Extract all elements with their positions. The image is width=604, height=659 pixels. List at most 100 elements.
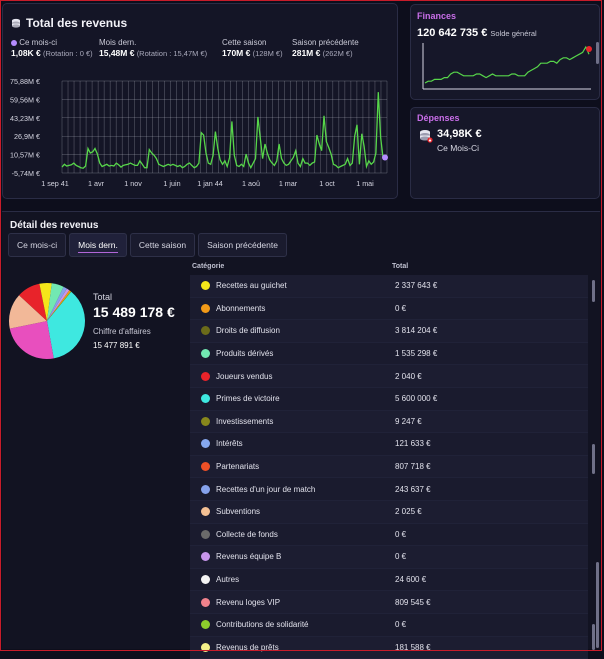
scrollbar-thumb[interactable] [592,444,595,474]
stat-previous-season: Saison précédente 281M € (262M €) [292,38,359,59]
detail-title: Détail des revenus [10,220,98,231]
y-tick-label: 10,57M € [10,151,40,160]
category-color-dot [201,485,210,494]
category-total: 5 600 000 € [395,394,437,403]
y-tick-label: 26,9M € [14,132,40,141]
x-tick-label: 1 avr [88,179,105,188]
page-scrollbar-thumb[interactable] [596,562,599,648]
category-total: 243 637 € [395,485,431,494]
category-name: Revenu loges VIP [216,598,280,607]
total-value: 15 489 178 € [93,304,175,320]
category-color-dot [201,643,210,652]
column-header-category[interactable]: Catégorie [192,263,224,270]
page-scrollbar-thumb[interactable] [596,42,599,64]
balance-label: Solde général [490,29,536,38]
scrollbar-thumb[interactable] [592,280,595,302]
this-month-dot [11,40,17,46]
x-tick-label: 1 oct [319,179,335,188]
table-row[interactable]: Contributions de solidarité 0 € [190,614,588,637]
tab-this-month[interactable]: Ce mois-ci [8,233,66,257]
turnover-label: Chiffre d'affaires [93,327,175,336]
stat-rotation: (Rotation : 0 €) [43,49,93,58]
tab-previous-season[interactable]: Saison précédente [198,233,287,257]
category-color-dot [201,507,210,516]
category-name: Primes de victoire [216,394,280,403]
category-total: 1 535 298 € [395,349,437,358]
revenue-line-chart: 75,88M €59,56M €43,23M €26,9M €10,57M €-… [7,74,395,192]
category-name: Abonnements [216,304,265,313]
stat-last-month: Mois dern. 15,48M € (Rotation : 15,47M €… [99,38,207,59]
revenue-panel: Total des revenus Ce mois-ci 1,08K € (Ro… [2,3,398,199]
x-tick-label: 1 aoû [242,179,260,188]
stat-label: Saison précédente [292,38,359,48]
x-tick-label: 1 juin [163,179,180,188]
table-scrollbar[interactable] [592,274,595,650]
category-name: Revenus de prêts [216,643,279,652]
category-name: Collecte de fonds [216,530,278,539]
coins-icon [11,18,21,28]
period-tabs: Ce mois-ci Mois dern. Cette saison Saiso… [8,233,287,257]
category-color-dot [201,394,210,403]
category-total: 3 814 204 € [395,326,437,335]
table-row[interactable]: Joueurs vendus 2 040 € [190,365,588,388]
tab-this-season[interactable]: Cette saison [130,233,195,257]
category-color-dot [201,349,210,358]
stat-label: Mois dern. [99,38,207,48]
category-color-dot [201,575,210,584]
category-color-dot [201,417,210,426]
category-total: 0 € [395,620,406,629]
table-row[interactable]: Intérêts 121 633 € [190,433,588,456]
x-tick-label: 1 jan 44 [197,179,223,188]
finances-sparkline [421,41,593,91]
balance-series-line [425,47,589,83]
stat-value: 15,48M € [99,48,134,58]
revenue-title: Total des revenus [11,16,127,30]
y-tick-label: 43,23M € [10,114,40,123]
table-row[interactable]: Primes de victoire 5 600 000 € [190,388,588,411]
category-total: 2 025 € [395,507,422,516]
category-name: Joueurs vendus [216,372,272,381]
stat-value: 281M € [292,48,320,58]
revenue-detail-panel: Détail des revenus Ce mois-ci Mois dern.… [2,211,600,649]
stat-rotation: (Rotation : 15,47M €) [137,49,207,58]
category-color-dot [201,326,210,335]
category-name: Intérêts [216,439,243,448]
category-name: Revenus équipe B [216,552,281,561]
scrollbar-thumb[interactable] [592,624,595,650]
x-tick-label: 1 mai [356,179,374,188]
tab-last-month[interactable]: Mois dern. [69,233,127,257]
x-tick-label: 1 mar [279,179,298,188]
category-color-dot [201,439,210,448]
category-color-dot [201,281,210,290]
stat-this-month: Ce mois-ci 1,08K € (Rotation : 0 €) [11,38,93,59]
y-tick-label: -5,74M € [12,169,40,178]
expenses-panel: Dépenses 34,98K € Ce Mois-Ci [410,107,600,199]
stat-value: 170M € [222,48,250,58]
category-name: Partenariats [216,462,259,471]
revenue-title-text: Total des revenus [26,16,127,30]
category-name: Contributions de solidarité [216,620,309,629]
category-total: 2 337 643 € [395,281,437,290]
expenses-period: Ce Mois-Ci [437,143,479,153]
category-total: 2 040 € [395,372,422,381]
column-header-total[interactable]: Total [392,263,408,270]
stat-rotation: (128M €) [253,49,283,58]
stat-this-season: Cette saison 170M € (128M €) [222,38,283,59]
y-tick-label: 59,56M € [10,95,40,104]
total-block: Total 15 489 178 € Chiffre d'affaires 15… [93,292,175,350]
x-tick-label: 1 sep 41 [41,179,69,188]
category-total: 121 633 € [395,439,431,448]
